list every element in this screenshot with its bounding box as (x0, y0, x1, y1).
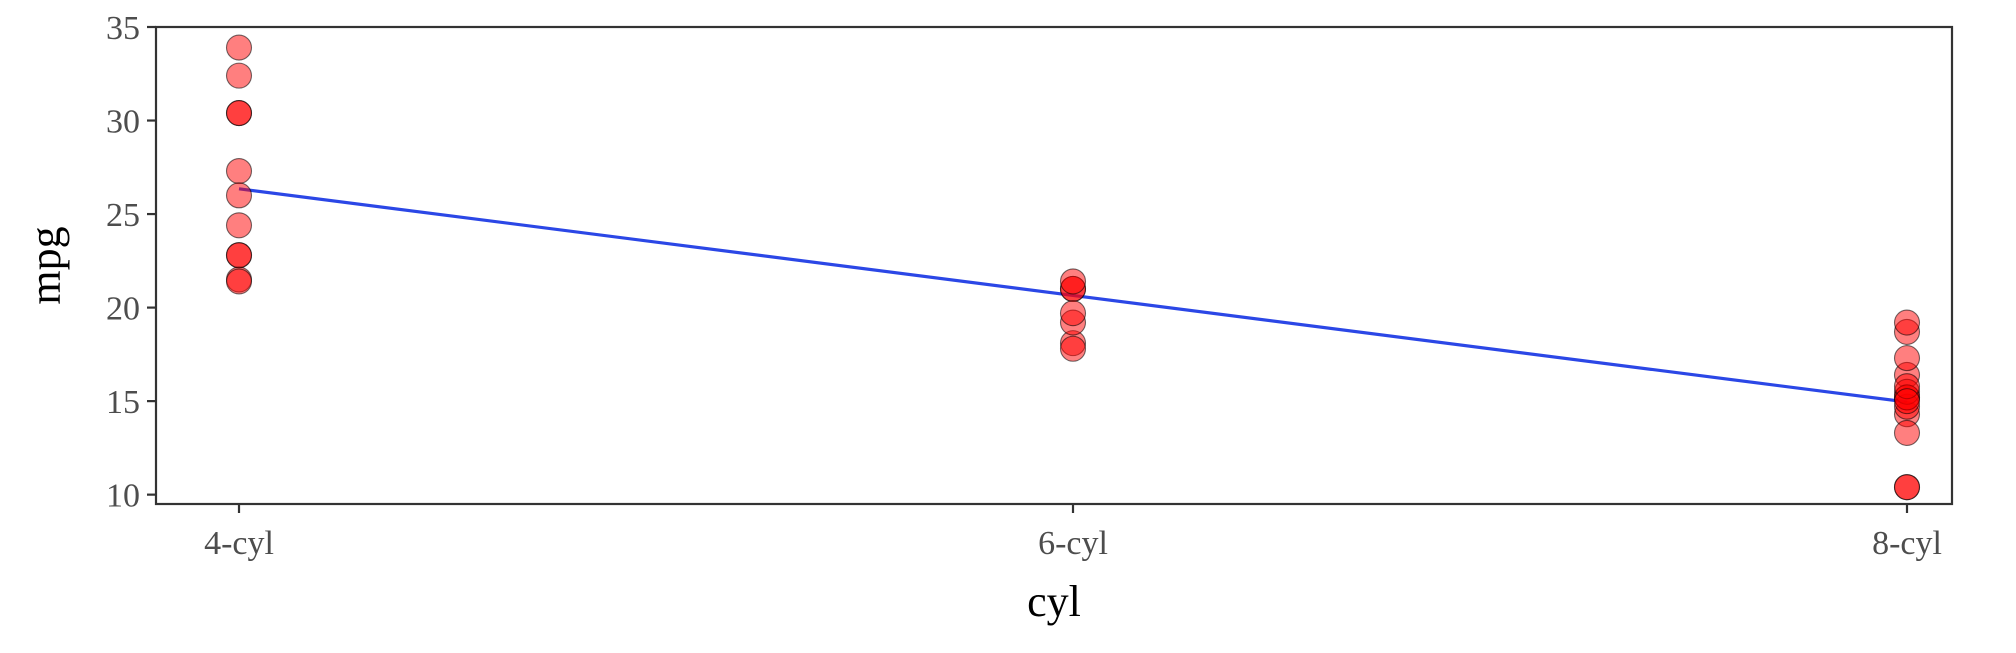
y-tick-label: 10 (106, 478, 140, 515)
x-tick-label: 6-cyl (1038, 525, 1108, 562)
data-point (1059, 300, 1087, 327)
y-axis-title: mpg (21, 226, 70, 304)
data-point (225, 157, 253, 185)
data-point (1893, 474, 1921, 501)
y-tick-label: 35 (106, 10, 140, 47)
data-point (1893, 388, 1921, 415)
y-tick-label: 25 (106, 197, 140, 234)
plot-panel-border (154, 25, 1954, 506)
y-tick-label: 15 (106, 384, 140, 421)
data-point (225, 99, 253, 127)
data-point (1893, 345, 1921, 372)
data-point (225, 268, 253, 295)
y-tick-label: 20 (106, 291, 140, 328)
data-point (225, 62, 253, 89)
points-layer (225, 34, 1921, 501)
data-point (225, 212, 253, 239)
data-point (225, 242, 253, 269)
x-axis-title: cyl (1027, 577, 1081, 626)
data-point (1059, 268, 1087, 295)
y-tick-label: 30 (106, 104, 140, 141)
data-point (1893, 309, 1921, 336)
data-point (225, 182, 253, 209)
x-axis: 4-cyl 6-cyl 8-cyl (204, 504, 1942, 562)
data-point (1893, 419, 1921, 446)
data-point (1059, 335, 1087, 362)
y-axis: 10 15 20 25 30 35 (106, 10, 156, 515)
x-tick-label: 4-cyl (204, 525, 274, 562)
x-tick-label: 8-cyl (1872, 525, 1942, 562)
data-point (225, 34, 253, 61)
